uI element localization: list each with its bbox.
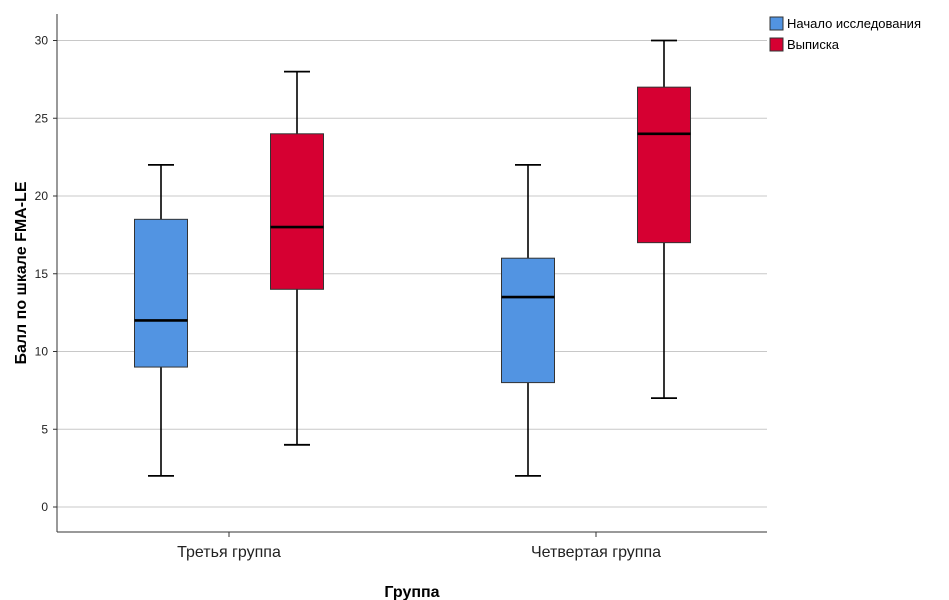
y-axis-title: Балл по шкале FMA-LE: [13, 181, 30, 364]
y-tick-label: 5: [41, 422, 48, 436]
iqr-box: [637, 86, 691, 244]
iqr-box: [134, 218, 188, 368]
y-tick-label: 20: [35, 189, 49, 203]
y-tick-label: 25: [35, 111, 49, 125]
box-start-1: [134, 163, 188, 477]
legend: Начало исследования Выписка: [769, 16, 921, 52]
box-start-2: [501, 163, 555, 477]
iqr-box: [270, 133, 324, 290]
y-tick-label: 30: [35, 34, 49, 48]
x-axis-title: Группа: [384, 584, 439, 600]
x-category-label: Третья группа: [177, 544, 281, 561]
legend-label-start: Начало исследования: [787, 16, 921, 31]
boxes: [134, 39, 691, 477]
category-labels: Третья группа Четвертая группа: [177, 532, 661, 561]
box-discharge-2: [637, 39, 691, 400]
y-tick-label: 0: [41, 500, 48, 514]
y-tick-label: 10: [35, 345, 49, 359]
iqr-box: [501, 257, 555, 384]
box-discharge-1: [270, 70, 324, 446]
y-tick-label: 15: [35, 267, 49, 281]
legend-label-discharge: Выписка: [787, 37, 840, 52]
y-ticks: 0 5 10 15 20 25 30: [35, 34, 57, 514]
legend-swatch-discharge: [769, 37, 784, 52]
legend-swatch-start: [769, 16, 784, 31]
axes: [56, 14, 767, 533]
x-category-label: Четвертая группа: [531, 544, 661, 561]
